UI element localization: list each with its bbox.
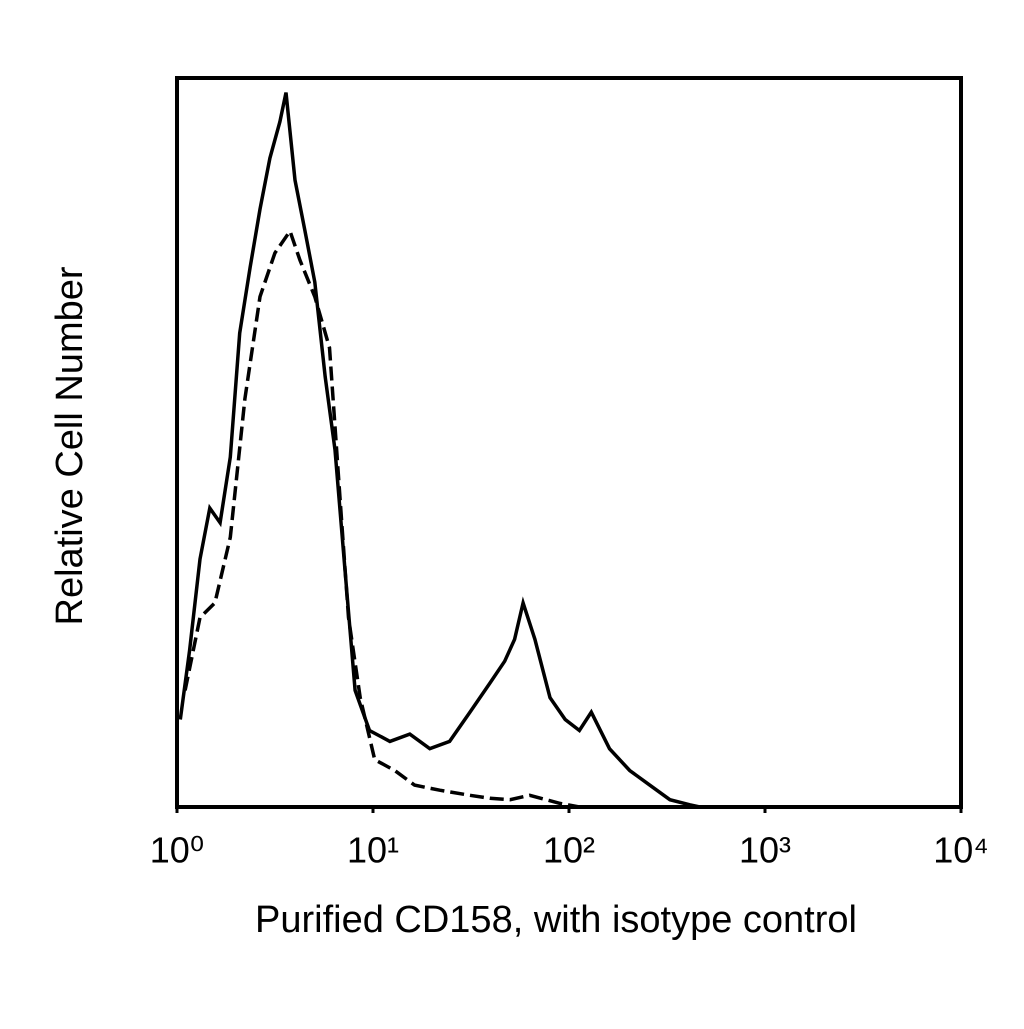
stained-line xyxy=(178,92,701,809)
plot-frame xyxy=(175,76,963,809)
x-tick-label: 10¹ xyxy=(347,830,399,871)
x-tick-label: 10² xyxy=(543,830,595,871)
x-tick-label: 10⁰ xyxy=(150,830,204,871)
y-axis-label: Relative Cell Number xyxy=(49,266,91,625)
x-tick-label: 10³ xyxy=(739,830,791,871)
x-axis-label: Purified CD158, with isotype control xyxy=(255,899,857,941)
x-tick-label: 10⁴ xyxy=(933,830,989,871)
isotype-line xyxy=(183,227,580,809)
